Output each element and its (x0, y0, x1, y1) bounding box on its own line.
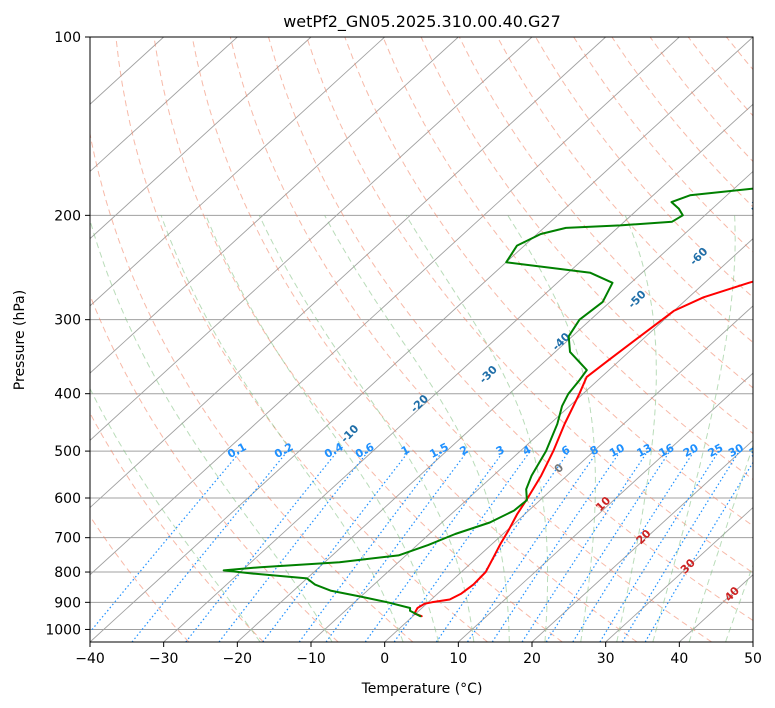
isotherm-line (163, 103, 753, 642)
x-axis-label: Temperature (°C) (361, 681, 483, 697)
moist-adiabat-line (616, 215, 657, 642)
y-tick-label: 400 (54, 387, 81, 403)
mixing-ratio-label: 20 (681, 441, 701, 460)
x-tick-label: −40 (75, 651, 105, 667)
x-tick-label: 30 (597, 651, 615, 667)
mixing-ratio-line (621, 450, 740, 642)
x-tick-label: 10 (449, 651, 467, 667)
y-tick-label: 200 (54, 208, 81, 224)
isotherm-line (90, 37, 606, 509)
x-tick-label: 40 (670, 651, 688, 667)
mixing-ratio-line (521, 450, 649, 642)
mixing-ratio-line (298, 450, 444, 642)
x-tick-label: 50 (744, 651, 762, 667)
mixing-ratio-label: 16 (657, 441, 677, 460)
mixing-ratio-line (393, 450, 531, 642)
dry-adiabat-line (153, 37, 563, 642)
mixing-ratio-label: 10 (607, 441, 627, 460)
mixing-ratio-line (466, 450, 599, 642)
isotherm-line (384, 305, 753, 642)
mixing-ratio-line (364, 450, 505, 642)
y-axis-label: Pressure (hPa) (12, 290, 28, 390)
isotherm-line (605, 506, 753, 642)
dry-adiabat-line (306, 37, 753, 574)
isotherm-line (531, 439, 753, 642)
x-tick-label: 20 (523, 651, 541, 667)
y-tick-label: 500 (54, 444, 81, 460)
mixing-ratio-line (435, 450, 570, 642)
y-tick-label: 300 (54, 313, 81, 329)
mixing-ratio-line (545, 450, 671, 642)
isotherm-line (90, 37, 312, 240)
mixing-ratio-label: 30 (726, 441, 746, 460)
dry-adiabat-line (268, 37, 753, 622)
moist-adiabat-line (205, 215, 439, 642)
y-tick-label: 100 (54, 30, 81, 46)
dry-adiabat-line (344, 37, 753, 527)
isotherm-line (90, 37, 753, 642)
moist-adiabat-line (688, 444, 753, 642)
y-tick-label: 800 (54, 565, 81, 581)
mixing-ratio-line (262, 450, 410, 642)
dry-adiabat-line (382, 37, 753, 481)
isotherm-line (90, 37, 680, 576)
isotherm-line (90, 37, 385, 307)
mixing-ratio-line (325, 450, 468, 642)
moist-adiabat-line (258, 215, 475, 642)
dry-adiabat-line (115, 37, 488, 642)
chart-title: wetPf2_GN05.2025.310.00.40.G27 (283, 12, 561, 32)
x-tick-label: −20 (223, 651, 253, 667)
isotherm-line (90, 37, 533, 441)
temperature-profile-line (413, 280, 753, 618)
moist-adiabat-line (160, 215, 404, 642)
dry-adiabat-line (90, 515, 190, 642)
dry-adiabat-label: -70 (747, 190, 770, 213)
isotherm-line (90, 37, 459, 374)
dry-adiabat-line (229, 37, 712, 642)
dewpoint-profile-line (222, 187, 753, 618)
y-tick-label: 1000 (45, 622, 81, 638)
moist-adiabat-line (90, 387, 261, 642)
mixing-ratio-line (90, 450, 242, 633)
axes: −40 −30 −20 −10 0 10 20 30 40 50 100 200 300 400 500 60… (45, 30, 762, 667)
y-tick-label: 600 (54, 491, 81, 507)
moist-adiabat-line (324, 215, 510, 642)
mixing-ratio-label: 13 (635, 441, 655, 460)
mixing-ratio-line (131, 450, 289, 642)
mixing-ratio-line (185, 450, 339, 642)
x-tick-label: −10 (296, 651, 326, 667)
dry-adiabat-line (90, 131, 414, 642)
mixing-ratio-line (491, 450, 621, 642)
plot-frame (89, 36, 754, 643)
mixing-ratio-label: 25 (706, 441, 726, 460)
isotherm-line (310, 238, 753, 642)
isotherm-line (90, 37, 238, 173)
dry-adiabat-line (90, 412, 264, 642)
dry-adiabat-line (496, 37, 753, 344)
isotherm-line (458, 372, 753, 642)
dry-adiabat-line (535, 37, 753, 298)
y-tick-label: 700 (54, 531, 81, 547)
mixing-ratio-line (572, 450, 695, 642)
x-tick-label: 0 (380, 651, 389, 667)
dry-adiabat-line (191, 37, 638, 642)
x-tick-label: −30 (149, 651, 179, 667)
mixing-ratio-label: 36 (747, 441, 767, 460)
moist-adiabat-line (405, 215, 549, 642)
moist-adiabat-line (507, 215, 596, 642)
y-tick-label: 900 (54, 595, 81, 611)
